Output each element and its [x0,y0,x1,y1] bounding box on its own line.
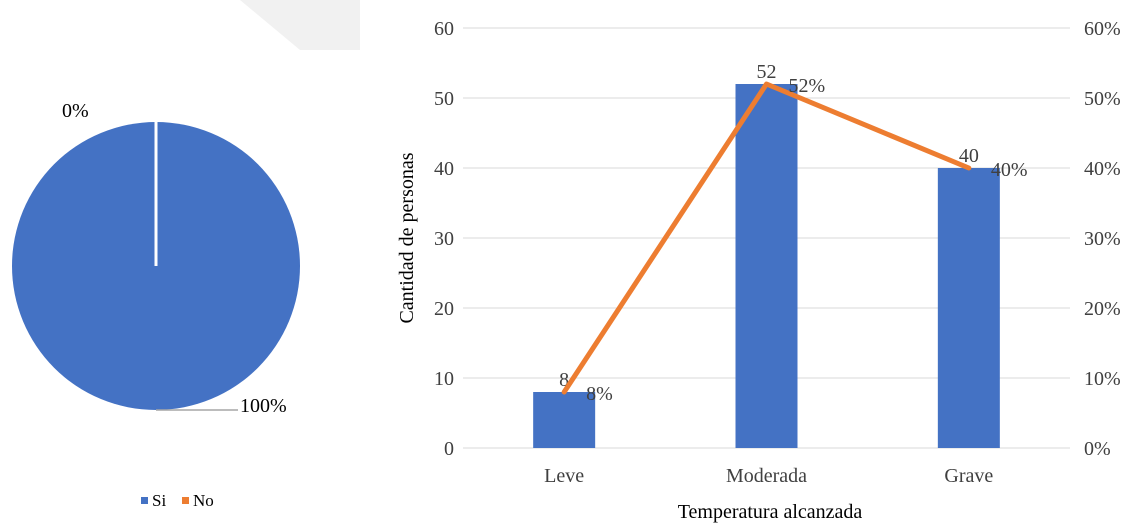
pie-label-no: 0% [62,100,89,122]
y-tick-label: 20 [434,298,454,320]
y-tick-label: 0 [444,438,454,460]
y2-tick-label: 20% [1084,298,1121,320]
legend-swatch-si [141,497,148,504]
y-axis-ticks: 0 10 20 30 40 50 60 [434,18,454,460]
y-tick-label: 10 [434,368,454,390]
x-axis-ticks: Leve Moderada Grave [544,465,993,487]
bar-data-label: 40 [959,145,979,167]
bar-data-label: 52 [757,61,777,83]
y2-tick-label: 60% [1084,18,1121,40]
x-tick-label: Grave [944,465,993,487]
bars [533,84,1000,448]
combo-chart: 0 10 20 30 40 50 60 0% 10% 20% 30% 40% 50% 60% 8 52 40… [396,18,1121,523]
line-labels: 8% 52% 40% [586,75,1027,405]
pie-legend: Si No [141,491,214,510]
legend-label-no: No [193,491,214,510]
y2-tick-label: 30% [1084,228,1121,250]
y-tick-label: 40 [434,158,454,180]
y-tick-label: 30 [434,228,454,250]
x-tick-label: Moderada [726,465,807,487]
line-data-label: 8% [586,383,613,405]
line-data-label: 52% [789,75,826,97]
bar-data-label: 8 [559,369,569,391]
bar [735,84,798,448]
pie-chart: 0% 100% Si No [12,100,300,510]
y2-tick-label: 10% [1084,368,1121,390]
line-series [561,81,972,395]
background-artifact [240,0,360,50]
line-data-label: 40% [991,159,1028,181]
y-tick-label: 50 [434,88,454,110]
bar-labels: 8 52 40 [559,61,979,391]
x-tick-label: Leve [544,465,584,487]
y2-tick-label: 40% [1084,158,1121,180]
bar [533,392,596,448]
line-path [561,81,972,395]
y2-tick-label: 0% [1084,438,1111,460]
legend-swatch-no [182,497,189,504]
y-tick-label: 60 [434,18,454,40]
y2-axis-ticks: 0% 10% 20% 30% 40% 50% 60% [1084,18,1121,460]
pie-label-si: 100% [240,395,287,417]
bar [937,168,1000,448]
y2-tick-label: 50% [1084,88,1121,110]
legend-label-si: Si [152,491,166,510]
y-axis-title: Cantidad de personas [396,152,418,323]
x-axis-title: Temperatura alcanzada [678,501,863,523]
